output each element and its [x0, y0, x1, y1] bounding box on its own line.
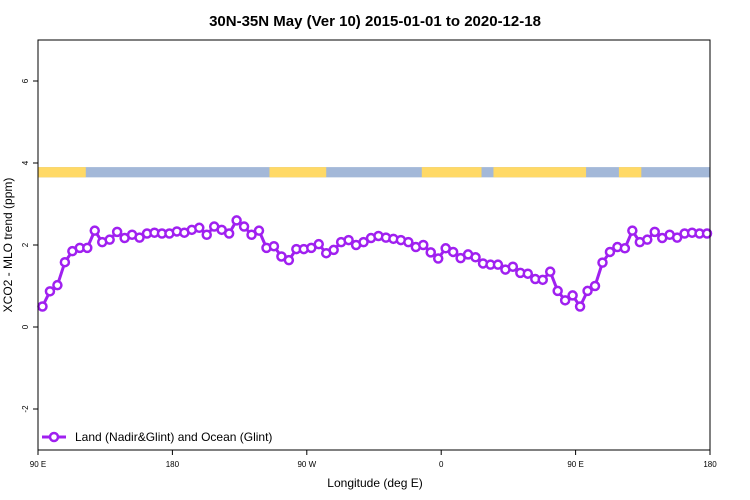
- legend-label: Land (Nadir&Glint) and Ocean (Glint): [75, 430, 272, 444]
- data-point: [52, 279, 63, 291]
- data-point: [589, 280, 601, 292]
- data-point: [537, 274, 548, 286]
- data-point: [194, 222, 205, 234]
- data-point: [574, 301, 586, 312]
- data-point: [246, 229, 257, 240]
- data-point: [507, 261, 519, 272]
- data-point: [447, 246, 459, 258]
- data-point: [238, 221, 250, 232]
- data-point: [37, 301, 48, 312]
- data-point: [104, 234, 115, 245]
- x-tick-label: 90 W: [297, 460, 316, 469]
- data-point: [642, 234, 653, 245]
- data-point: [425, 247, 436, 258]
- x-tick-label: 180: [703, 460, 717, 469]
- data-point: [358, 236, 369, 248]
- band-land-segment: [618, 167, 642, 178]
- y-axis: -2 0 2 4 6: [21, 78, 38, 413]
- y-tick-label: -2: [21, 405, 30, 413]
- x-tick-label: 90 E: [30, 460, 46, 469]
- data-point: [403, 236, 414, 248]
- data-point: [619, 243, 631, 254]
- y-axis-label: XCO2 - MLO trend (ppm): [1, 178, 15, 313]
- chart-title: 30N-35N May (Ver 10) 2015-01-01 to 2020-…: [209, 13, 541, 30]
- x-tick-label: 0: [439, 460, 444, 469]
- x-tick-label: 180: [166, 460, 180, 469]
- data-point: [231, 215, 242, 226]
- data-point: [44, 286, 56, 297]
- data-point: [701, 228, 713, 239]
- band-ocean: [38, 167, 710, 178]
- legend-marker: [48, 431, 60, 443]
- data-point: [89, 225, 100, 236]
- legend: Land (Nadir&Glint) and Ocean (Glint): [42, 430, 272, 444]
- series-group: [37, 215, 713, 312]
- data-point: [328, 244, 339, 256]
- data-point: [567, 290, 578, 301]
- data-point: [111, 226, 123, 238]
- band-land-segment: [493, 167, 587, 178]
- data-point: [268, 240, 280, 252]
- y-tick-label: 0: [21, 324, 30, 329]
- data-point: [418, 239, 429, 251]
- x-axis-label: Longitude (deg E): [327, 476, 422, 490]
- data-point: [82, 242, 93, 254]
- data-point: [627, 225, 638, 236]
- band-land-segment: [421, 167, 482, 178]
- data-point: [559, 295, 571, 306]
- data-point: [253, 225, 265, 236]
- band-land-segment: [38, 167, 86, 178]
- data-point: [597, 257, 608, 268]
- data-point: [552, 285, 563, 297]
- data-point: [59, 256, 71, 268]
- data-point: [492, 259, 504, 270]
- data-point: [313, 238, 324, 250]
- surface-band: [38, 167, 710, 178]
- data-point: [283, 254, 295, 266]
- data-point: [522, 268, 534, 279]
- data-point: [582, 285, 593, 297]
- data-point: [544, 266, 556, 277]
- data-point: [470, 252, 481, 263]
- data-point: [604, 246, 616, 258]
- data-point: [432, 253, 444, 264]
- data-point: [343, 234, 354, 246]
- band-land-segment: [269, 167, 327, 178]
- data-point: [201, 229, 212, 240]
- y-tick-label: 6: [21, 78, 30, 83]
- x-axis: 90 E 180 90 W 0 90 E 180: [30, 450, 717, 469]
- x-tick-label: 90 E: [567, 460, 583, 469]
- data-point: [223, 228, 235, 239]
- y-tick-label: 2: [21, 242, 30, 247]
- data-point: [649, 226, 660, 238]
- plot-frame: [37, 39, 711, 451]
- data-point: [671, 232, 683, 243]
- data-point: [134, 232, 145, 243]
- y-tick-label: 4: [21, 160, 30, 165]
